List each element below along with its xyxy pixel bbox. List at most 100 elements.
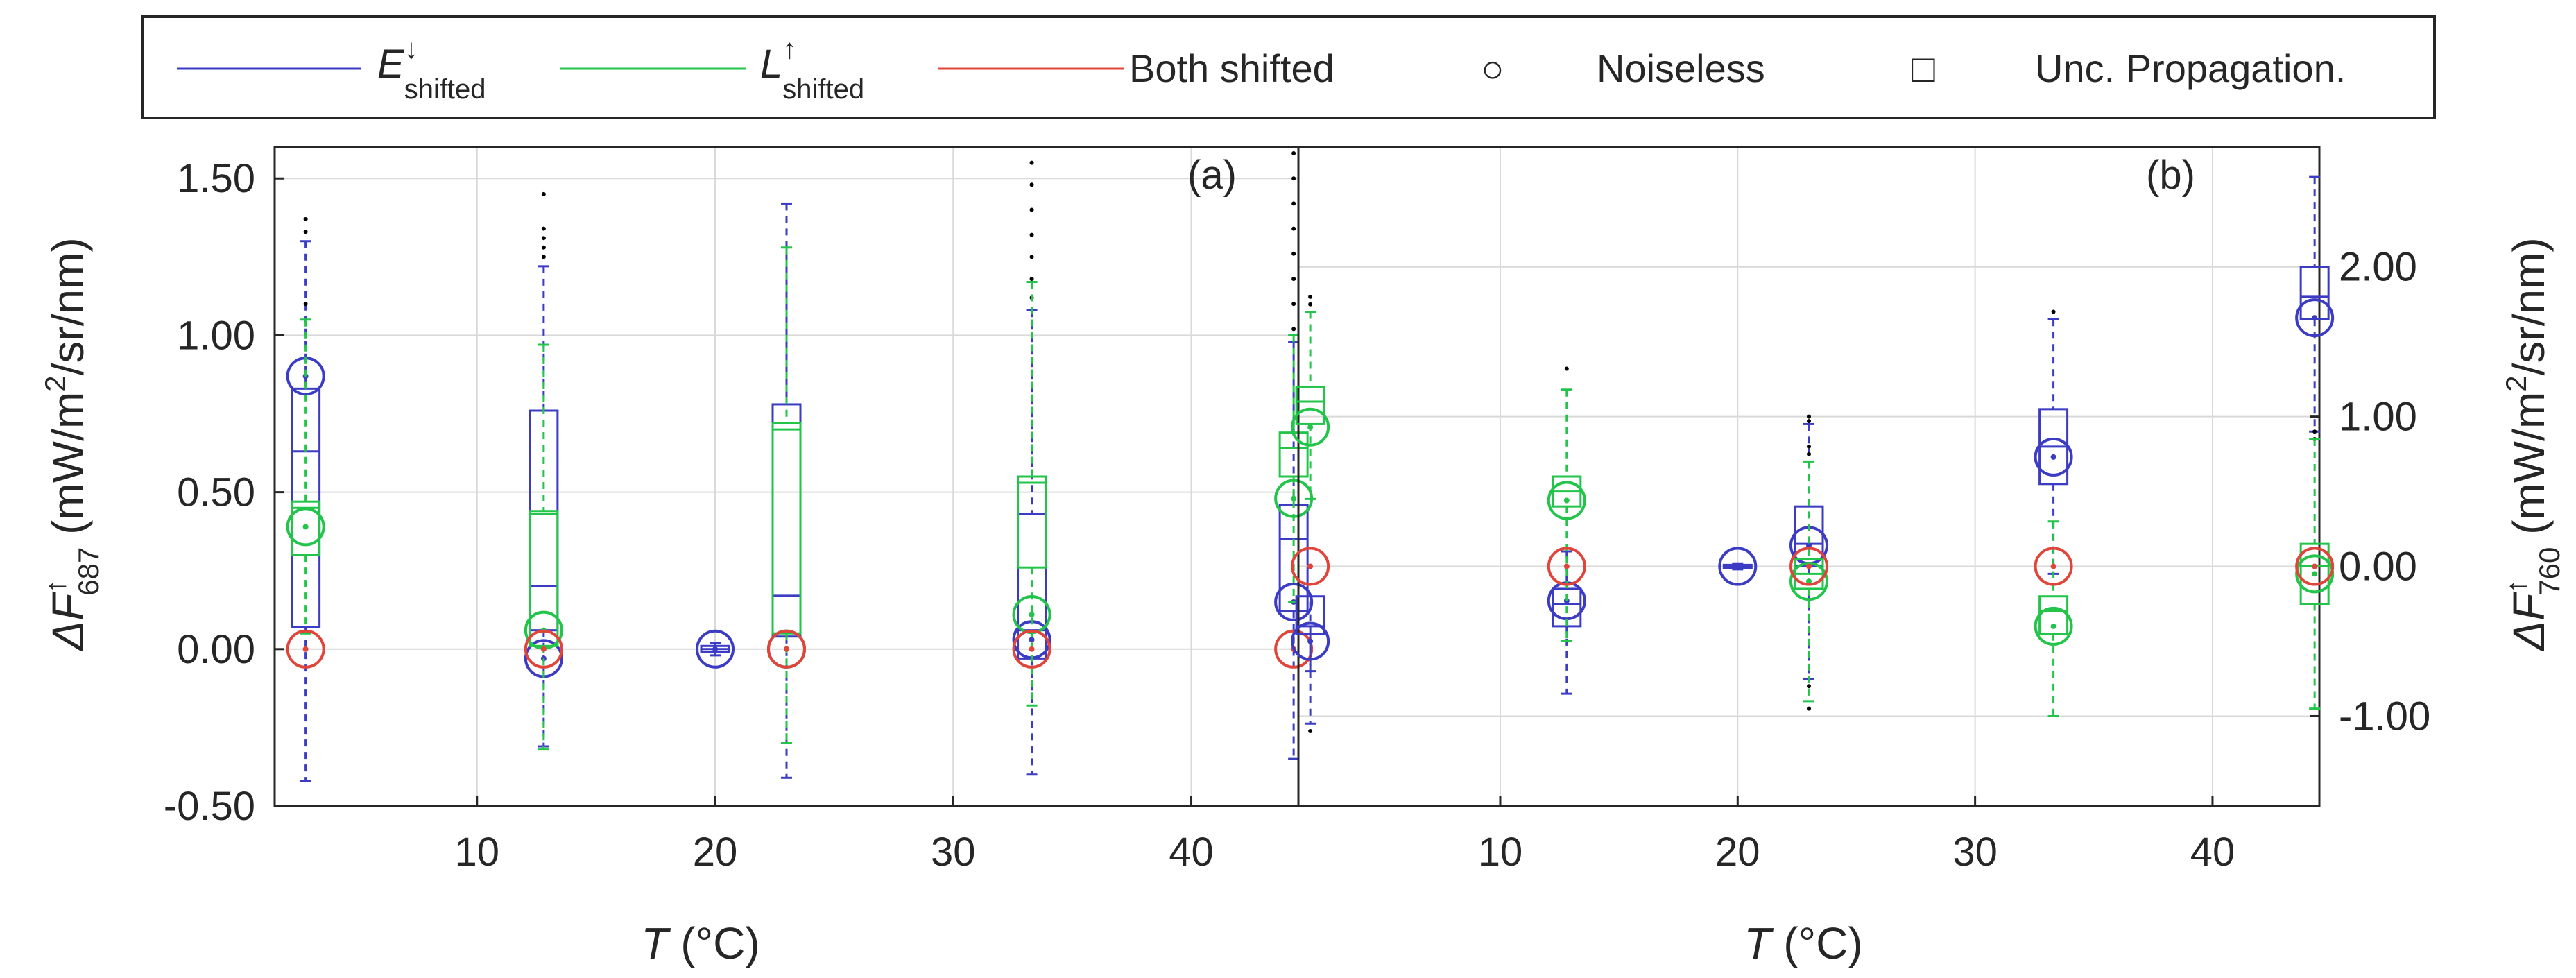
legend-noiseless-symbol: ○ — [1481, 46, 1504, 90]
outlier-point — [1308, 729, 1313, 734]
x-tick-label: 40 — [1169, 830, 1214, 875]
center-dot — [1307, 424, 1314, 430]
outlier-point — [2051, 309, 2056, 314]
y-tick-label: 1.00 — [177, 313, 255, 358]
panel-b-ylabel: ΔF↑760 (mW/m2/sr/nm) — [2500, 237, 2566, 651]
center-dot — [540, 646, 547, 652]
outlier-point — [1291, 251, 1296, 256]
noiseless-marker — [1789, 562, 1828, 601]
legend-noiseless-label: Noiseless — [1597, 46, 1765, 90]
box — [771, 422, 802, 635]
noiseless-marker — [1291, 407, 1330, 447]
noiseless-marker — [2034, 437, 2073, 477]
legend-unc-symbol: □ — [1912, 46, 1935, 90]
box — [2299, 266, 2330, 320]
x-tick-label: 20 — [693, 830, 738, 875]
outlier-point — [2312, 429, 2317, 434]
y-tick-label: 1.00 — [2339, 395, 2417, 440]
legend-unc-label: Unc. Propagation. — [2035, 46, 2346, 90]
box — [291, 500, 321, 556]
center-dot — [2050, 623, 2056, 629]
center-dot — [1563, 497, 1570, 504]
box — [2299, 542, 2330, 606]
x-tick-label: 40 — [2190, 830, 2235, 875]
noiseless-marker — [1274, 582, 1314, 621]
outlier-point — [1807, 444, 1811, 449]
outlier-point — [1029, 160, 1034, 165]
box — [1295, 385, 1325, 425]
noiseless-marker — [286, 507, 325, 547]
center-dot — [1029, 637, 1035, 643]
legend-both-label: Both shifted — [1129, 46, 1334, 90]
panel-b: 10 20 30 40 -1.00 0.00 1.00 2.00 (b) — [1291, 146, 2430, 875]
y-tick-label: 1.50 — [177, 156, 255, 201]
outlier-point — [1291, 226, 1296, 231]
center-dot — [2312, 315, 2318, 321]
noiseless-marker — [2034, 606, 2073, 646]
noiseless-marker — [1291, 547, 1330, 586]
panel-a-ylabel: ΔF↑687 (mW/m2/sr/nm) — [39, 237, 105, 651]
box — [1295, 595, 1325, 635]
y-tick-label: 0.50 — [177, 470, 255, 515]
outlier-point — [1807, 419, 1811, 424]
center-dot — [1307, 563, 1314, 569]
center-dot — [1563, 563, 1570, 569]
legend: E↓ shifted L↑ shifted Both shifted ○ Noise… — [141, 15, 2436, 119]
box — [529, 510, 559, 647]
outlier-point — [1291, 151, 1296, 156]
center-dot — [712, 646, 719, 652]
center-dot — [1029, 646, 1035, 652]
y-tick-label: -0.50 — [164, 784, 255, 829]
y-tick-label: 0.00 — [177, 627, 255, 672]
center-dot — [1563, 598, 1570, 604]
noiseless-marker — [696, 629, 735, 669]
center-dot — [2312, 563, 2318, 569]
x-tick-label: 10 — [455, 830, 500, 875]
outlier-point — [1308, 302, 1313, 307]
noiseless-marker — [1789, 547, 1828, 586]
noiseless-marker — [524, 629, 563, 669]
outlier-point — [541, 255, 546, 259]
center-dot — [784, 646, 789, 652]
center-dot — [2312, 571, 2318, 577]
axes-frame — [1297, 146, 2321, 807]
panel-label: (b) — [2146, 153, 2195, 198]
box — [529, 409, 559, 632]
outlier-point — [1291, 302, 1296, 307]
panel-b-xlabel: T (°C) — [1744, 918, 1862, 968]
outlier-point — [1291, 201, 1296, 206]
outlier-point — [1807, 706, 1811, 711]
outlier-point — [303, 217, 308, 222]
noiseless-marker — [1274, 629, 1314, 669]
outlier-point — [1029, 277, 1034, 281]
noiseless-marker — [1718, 547, 1758, 586]
center-dot — [1806, 542, 1812, 549]
y-tick-label: -1.00 — [2339, 694, 2430, 739]
outlier-point — [1291, 176, 1296, 181]
outlier-point — [541, 245, 546, 250]
noiseless-marker — [1012, 595, 1051, 635]
outlier-point — [541, 236, 546, 241]
outlier-point — [1807, 684, 1811, 689]
noiseless-marker — [1291, 621, 1330, 661]
noiseless-marker — [2295, 298, 2335, 338]
x-tick-label: 30 — [1952, 830, 1998, 875]
center-dot — [2050, 563, 2056, 569]
box — [771, 403, 802, 638]
outlier-point — [1564, 366, 1569, 371]
outlier-point — [303, 230, 308, 234]
legend-e-label: E↓ shifted — [377, 34, 486, 105]
center-dot — [302, 646, 309, 652]
panel-label: (a) — [1187, 153, 1237, 198]
outlier-point — [1029, 182, 1034, 187]
outlier-point — [1308, 294, 1313, 299]
center-dot — [1735, 563, 1741, 569]
center-dot — [1291, 495, 1297, 501]
outlier-point — [1807, 452, 1811, 456]
noiseless-marker — [1547, 547, 1586, 586]
panel-a: 10 20 30 40 -0.50 0.00 0.50 1.00 1.50 (a) — [164, 146, 1314, 875]
panel-a-xlabel: T (°C) — [641, 918, 759, 968]
center-dot — [2050, 454, 2056, 460]
outlier-point — [541, 226, 546, 231]
